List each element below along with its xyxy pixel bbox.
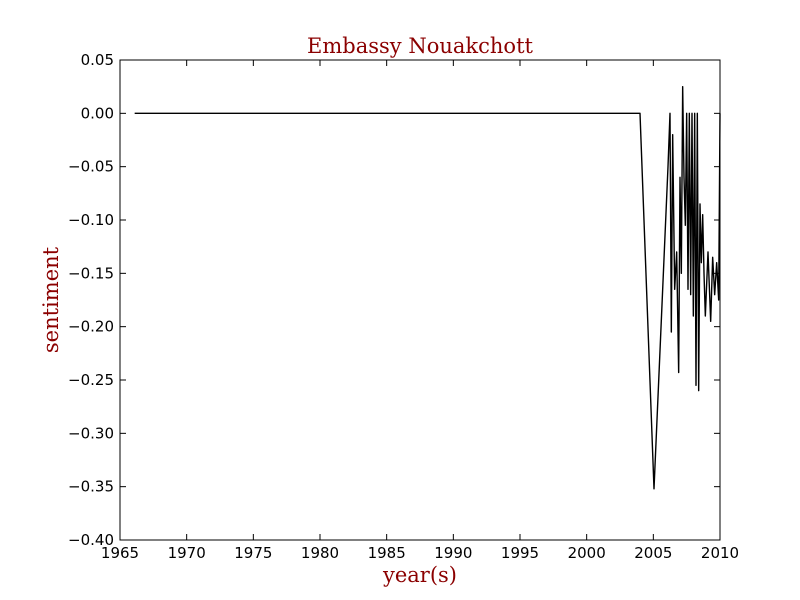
y-tick-labels: 0.05 0.00 −0.05 −0.10 −0.15 −0.20 −0.25 −0.30 −0… bbox=[68, 51, 114, 549]
x-tick-label: 1985 bbox=[368, 544, 406, 562]
y-tick-label: −0.35 bbox=[68, 478, 114, 496]
y-tick-label: 0.00 bbox=[81, 104, 114, 122]
x-tick-label: 2005 bbox=[634, 544, 672, 562]
y-axis-label: sentiment bbox=[39, 246, 63, 353]
x-tick-label: 2010 bbox=[701, 544, 739, 562]
x-tick-label: 1970 bbox=[168, 544, 206, 562]
x-tick-label: 1975 bbox=[234, 544, 272, 562]
x-tick-labels: 1965 1970 1975 1980 1985 1990 1995 2000 2005 2010 bbox=[101, 544, 739, 562]
chart-title: Embassy Nouakchott bbox=[307, 34, 533, 58]
x-tick-label: 1995 bbox=[501, 544, 539, 562]
plot-frame bbox=[119, 59, 721, 541]
x-tick-label: 1965 bbox=[101, 544, 139, 562]
y-tick-label: −0.20 bbox=[68, 318, 114, 336]
x-axis-label: year(s) bbox=[382, 563, 457, 587]
y-tick-label: −0.10 bbox=[68, 211, 114, 229]
y-tick-label: −0.25 bbox=[68, 371, 114, 389]
y-tick-label: −0.05 bbox=[68, 158, 114, 176]
y-tick-label: 0.05 bbox=[81, 51, 114, 69]
y-tick-label: −0.30 bbox=[68, 424, 114, 442]
y-tick-label: −0.40 bbox=[68, 531, 114, 549]
x-tick-label: 2000 bbox=[568, 544, 606, 562]
axis-ticks bbox=[119, 59, 721, 541]
x-tick-label: 1980 bbox=[301, 544, 339, 562]
y-tick-label: −0.15 bbox=[68, 264, 114, 282]
series-line bbox=[134, 85, 721, 490]
x-tick-label: 1990 bbox=[434, 544, 472, 562]
